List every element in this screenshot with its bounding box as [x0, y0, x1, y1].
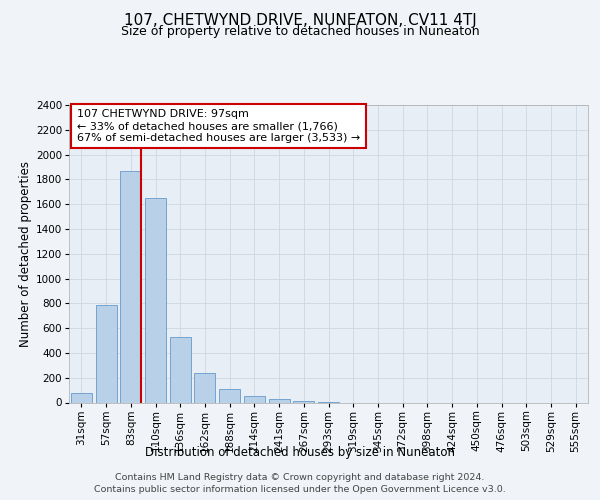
Bar: [95, 304, 116, 402]
Bar: [71, 393, 92, 402]
Bar: [244, 396, 265, 402]
Text: Distribution of detached houses by size in Nuneaton: Distribution of detached houses by size …: [145, 446, 455, 459]
Bar: [194, 373, 215, 402]
Y-axis label: Number of detached properties: Number of detached properties: [19, 161, 32, 347]
Text: Contains HM Land Registry data © Crown copyright and database right 2024.: Contains HM Land Registry data © Crown c…: [115, 472, 485, 482]
Bar: [269, 399, 290, 402]
Text: 107, CHETWYND DRIVE, NUNEATON, CV11 4TJ: 107, CHETWYND DRIVE, NUNEATON, CV11 4TJ: [124, 12, 476, 28]
Text: 107 CHETWYND DRIVE: 97sqm
← 33% of detached houses are smaller (1,766)
67% of se: 107 CHETWYND DRIVE: 97sqm ← 33% of detac…: [77, 110, 360, 142]
Text: Contains public sector information licensed under the Open Government Licence v3: Contains public sector information licen…: [94, 485, 506, 494]
Bar: [170, 337, 191, 402]
Bar: [293, 400, 314, 402]
Bar: [145, 198, 166, 402]
Bar: [219, 390, 240, 402]
Text: Size of property relative to detached houses in Nuneaton: Size of property relative to detached ho…: [121, 25, 479, 38]
Bar: [120, 170, 141, 402]
